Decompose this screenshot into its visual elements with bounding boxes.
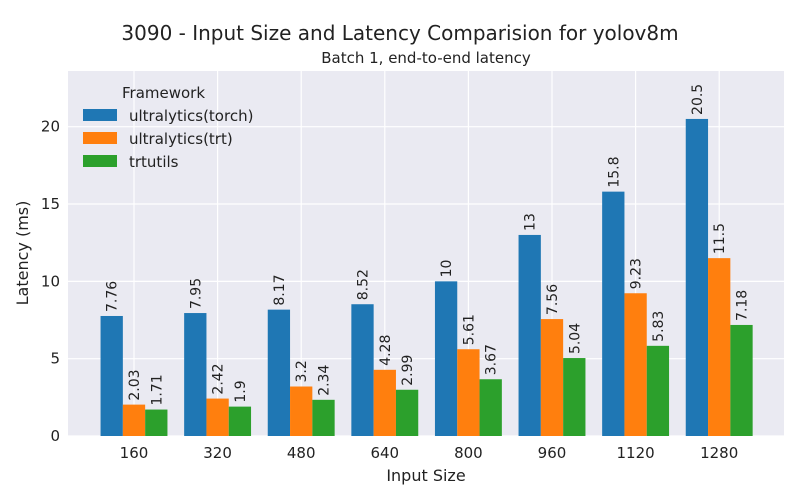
bar: [685, 118, 709, 436]
bar: [228, 406, 252, 436]
legend-items: ultralytics(torch) ultralytics(trt) trtuti…: [83, 107, 253, 171]
data-label: 15.8: [606, 156, 622, 187]
bar: [184, 313, 207, 436]
x-tick-label: 800: [454, 444, 483, 462]
data-label: 1.71: [149, 374, 165, 405]
legend-swatch: [83, 155, 117, 167]
bar: [206, 398, 229, 436]
bar: [373, 369, 396, 436]
data-label: 5.83: [651, 311, 667, 342]
legend: Framework ultralytics(torch)ultralytics(…: [83, 84, 253, 171]
bar: [267, 309, 291, 436]
data-label: 13: [523, 213, 539, 231]
bar: [290, 386, 313, 436]
data-label: 7.95: [188, 278, 204, 309]
bar: [122, 404, 146, 436]
data-label: 3.67: [484, 344, 500, 375]
legend-entry: trtutils: [129, 153, 179, 171]
data-labels-group: 7.76 7.95 8.17 8.52 10 13 15.8 20.5 2.03 2.42 3.2 4…: [105, 84, 751, 406]
data-label: 8.17: [272, 274, 288, 305]
x-tick-label: 320: [203, 444, 232, 462]
y-tick-label: 10: [41, 272, 60, 290]
y-tick-label: 5: [50, 350, 60, 368]
bar: [395, 389, 419, 436]
y-tick-label: 15: [41, 195, 60, 213]
bar: [708, 258, 731, 436]
data-label: 2.34: [317, 365, 333, 396]
bar: [563, 358, 586, 436]
y-axis-label: Latency (ms): [13, 201, 32, 306]
data-label: 7.56: [545, 284, 561, 315]
bar: [518, 234, 541, 436]
data-label: 20.5: [690, 84, 706, 115]
bar: [457, 349, 480, 436]
bar: [646, 345, 670, 436]
bar: [434, 281, 458, 436]
bar: [624, 293, 647, 436]
x-axis-label: Input Size: [386, 466, 465, 485]
x-tick-label: 960: [538, 444, 567, 462]
y-tick-label: 0: [50, 427, 60, 445]
data-label: 2.03: [127, 369, 143, 400]
legend-title: Framework: [122, 84, 205, 102]
data-label: 1.9: [233, 380, 249, 402]
tick-labels-group: 0 5 10 15 20 160 320 480 640 800 960 1120 1280: [41, 118, 738, 462]
data-label: 2.99: [400, 355, 416, 386]
legend-swatch: [83, 132, 117, 144]
bar: [100, 315, 123, 436]
y-tick-label: 20: [41, 118, 60, 136]
x-tick-label: 480: [287, 444, 316, 462]
x-tick-label: 160: [120, 444, 149, 462]
data-label: 7.18: [735, 290, 751, 321]
legend-swatch: [83, 109, 117, 121]
data-label: 10: [439, 260, 455, 278]
data-label: 4.28: [378, 335, 394, 366]
legend-entry: ultralytics(trt): [129, 130, 233, 148]
plot-area: [68, 71, 784, 436]
data-label: 8.52: [356, 269, 372, 300]
x-tick-label: 1280: [700, 444, 738, 462]
data-label: 3.2: [294, 360, 310, 382]
bar: [351, 304, 374, 436]
bar: [730, 324, 753, 436]
data-label: 5.61: [461, 314, 477, 345]
chart-title: 3090 - Input Size and Latency Comparisio…: [121, 21, 678, 45]
bars-group: [100, 118, 753, 436]
bar: [145, 409, 168, 436]
x-tick-label: 1120: [617, 444, 655, 462]
legend-entry: ultralytics(torch): [129, 107, 253, 125]
bar: [540, 319, 564, 436]
x-tick-label: 640: [370, 444, 399, 462]
data-label: 7.76: [105, 281, 121, 312]
bar: [602, 191, 625, 436]
bar: [479, 379, 502, 436]
data-label: 5.04: [567, 323, 583, 354]
data-label: 2.42: [211, 363, 227, 394]
chart-subtitle: Batch 1, end-to-end latency: [321, 49, 531, 67]
data-label: 11.5: [712, 223, 728, 254]
data-label: 9.23: [629, 258, 645, 289]
bar: [312, 399, 335, 436]
